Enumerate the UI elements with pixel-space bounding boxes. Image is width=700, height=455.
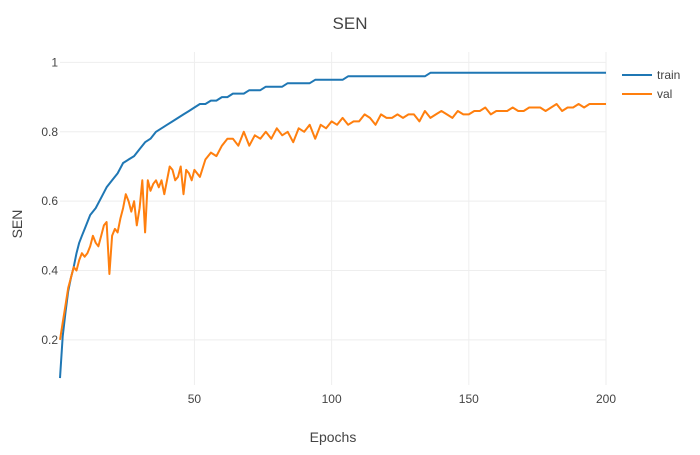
x-tick-label: 50	[188, 392, 202, 406]
x-axis-ticks: 50 100 150 200	[188, 392, 617, 406]
y-tick-label: 1	[51, 55, 58, 69]
legend-label-train: train	[657, 68, 680, 82]
legend-label-val: val	[657, 87, 672, 101]
chart-title: SEN	[333, 14, 368, 33]
y-axis-title: SEN	[9, 210, 25, 239]
y-tick-label: 0.6	[41, 194, 58, 208]
grid-lines	[60, 52, 607, 385]
chart-legend: train val	[622, 68, 680, 101]
x-tick-label: 150	[459, 392, 479, 406]
x-tick-label: 100	[322, 392, 342, 406]
legend-item-train[interactable]: train	[622, 68, 680, 82]
legend-item-val[interactable]: val	[622, 87, 672, 101]
y-tick-label: 0.2	[41, 333, 58, 347]
series-line-train[interactable]	[59, 71, 606, 379]
y-tick-label: 0.4	[41, 264, 58, 278]
x-tick-label: 200	[596, 392, 616, 406]
series-line-val[interactable]	[59, 103, 606, 341]
y-tick-label: 0.8	[41, 125, 58, 139]
series-lines	[59, 71, 606, 379]
x-axis-title: Epochs	[310, 429, 357, 445]
y-axis-ticks: 0.2 0.4 0.6 0.8 1	[41, 55, 58, 347]
